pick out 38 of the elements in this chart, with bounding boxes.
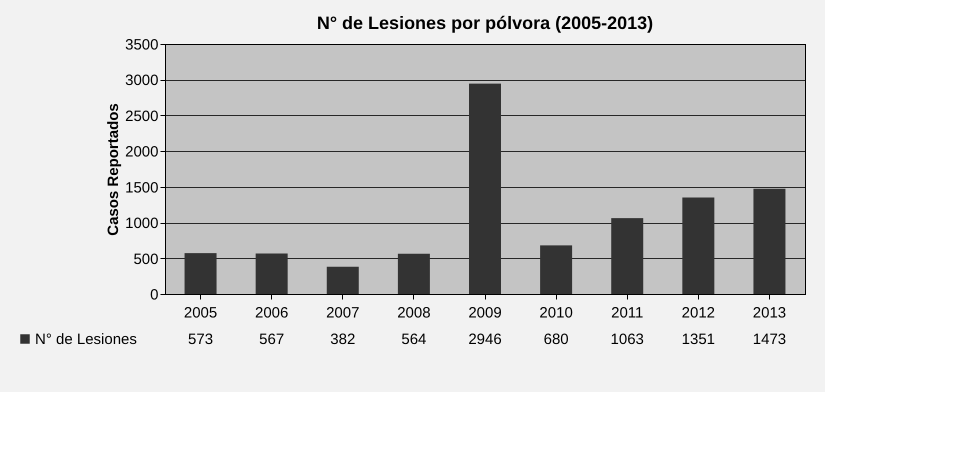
y-axis-title: Casos Reportados xyxy=(105,103,122,236)
data-label: 564 xyxy=(401,331,426,348)
x-tick-label: 2007 xyxy=(326,304,360,322)
x-tick-label: 2006 xyxy=(254,304,288,322)
data-label: 680 xyxy=(544,331,569,348)
data-label: 1063 xyxy=(610,331,644,348)
y-tick-label: 0 xyxy=(150,286,158,304)
x-tick-label: 2012 xyxy=(682,304,716,322)
x-tick-label: 2008 xyxy=(397,304,431,322)
data-label: 2946 xyxy=(468,331,502,348)
bar xyxy=(398,254,430,294)
bar xyxy=(753,188,786,294)
x-tick-label: 2011 xyxy=(611,304,644,322)
data-label: 1473 xyxy=(752,331,786,348)
y-tick-label: 500 xyxy=(133,250,158,268)
bar xyxy=(469,84,501,294)
x-tick-label: 2009 xyxy=(468,304,502,322)
y-tick-label: 2000 xyxy=(125,144,158,161)
bar xyxy=(184,253,217,294)
x-tick-label: 2005 xyxy=(184,304,218,322)
bar xyxy=(682,198,714,294)
x-tick-label: 2010 xyxy=(539,304,573,322)
data-label: 567 xyxy=(259,331,284,348)
bar xyxy=(611,218,644,294)
bar xyxy=(256,254,288,294)
y-tick-label: 1500 xyxy=(125,179,158,196)
y-tick-label: 1000 xyxy=(125,215,158,232)
bar xyxy=(326,266,359,294)
x-tick-label: 2013 xyxy=(752,304,786,322)
y-tick-label: 2500 xyxy=(125,108,158,125)
legend-label: N° de Lesiones xyxy=(35,331,137,348)
data-label: 382 xyxy=(330,331,356,348)
data-label: 1351 xyxy=(682,331,716,348)
data-label: 573 xyxy=(188,331,214,348)
y-tick-label: 3000 xyxy=(125,72,158,90)
chart-title: N° de Lesiones por pólvora (2005-2013) xyxy=(316,13,654,33)
y-tick-label: 3500 xyxy=(125,36,158,54)
bar xyxy=(540,245,572,294)
